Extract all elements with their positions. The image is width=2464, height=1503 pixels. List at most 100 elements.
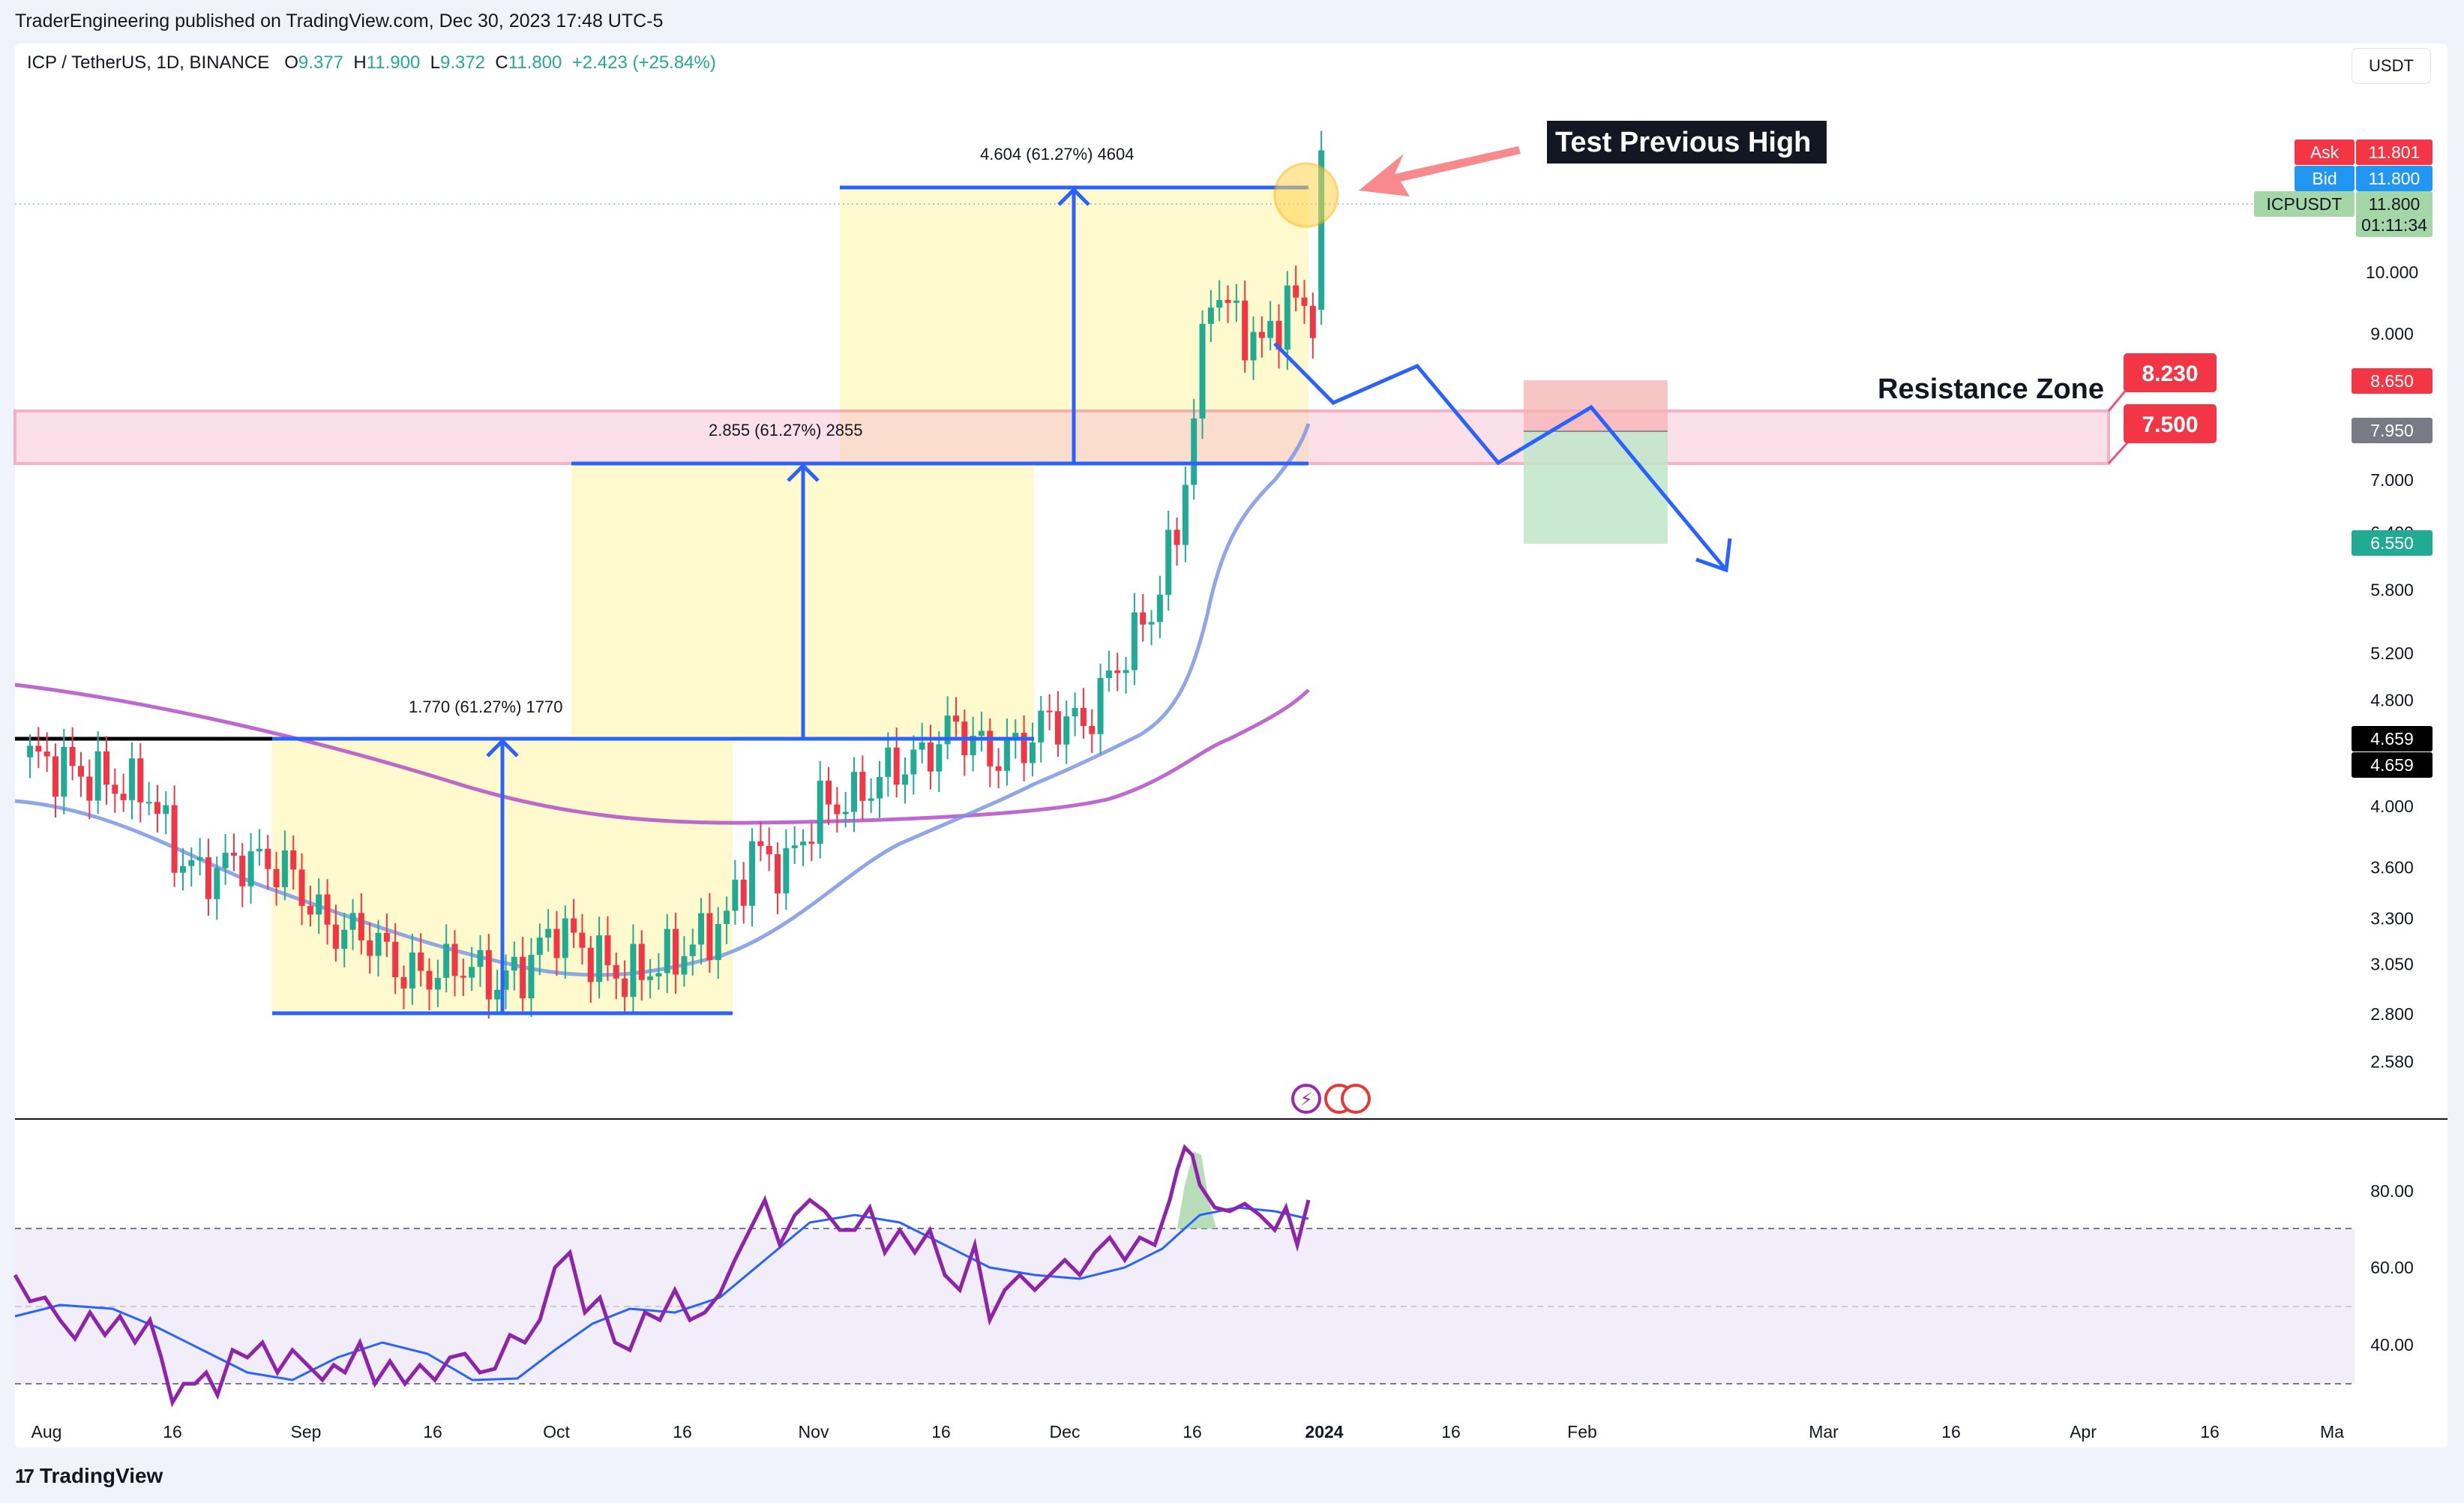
time-tick-label: Dec [1050,1422,1081,1442]
candle-body [757,841,764,846]
measure-1-label: 1.770 (61.27%) 1770 [409,698,563,716]
candle-body [1191,418,1198,485]
stop-loss-box [1524,380,1668,431]
candle-body [587,947,594,982]
candle-body [171,805,178,873]
ask-value-bg [2356,140,2433,165]
rsi-scale[interactable]: 80.00 60.00 40.00 [2370,1181,2414,1354]
time-tick-label: 16 [1941,1422,1961,1442]
candle-body [732,879,739,911]
candle-body [987,730,994,766]
price-tick-label: 4.000 [2370,796,2414,816]
candle-body [163,805,169,814]
candle-body [1207,308,1214,324]
candle-body [740,879,747,906]
candle-body [383,932,390,942]
candle-body [536,938,543,956]
candle-body [995,766,1002,771]
price-tick-label: 5.200 [2370,644,2414,663]
candle-body [800,842,807,846]
zone-top-badge [2124,353,2217,392]
time-tick-label: Mar [1809,1422,1839,1442]
candle-body [128,758,135,800]
candle-body [791,845,798,848]
candle-body [885,747,892,777]
us-flag-event-icon-2[interactable] [1341,1084,1371,1114]
previous-high-circle [1273,162,1339,228]
candle-body [834,804,841,814]
candle-body [1063,716,1070,745]
zone-bottom-badge [2124,404,2217,443]
time-tick-label: Aug [31,1422,62,1442]
candlestick-series [27,130,1325,1019]
candle-body [205,857,211,899]
candle-body [1114,670,1121,674]
time-tick-label: 16 [1441,1422,1461,1442]
candle-body [596,935,603,982]
candle-body [307,905,313,915]
candle-body [1097,678,1104,734]
candle-body [52,756,58,797]
price-tick-label: 7.000 [2370,470,2414,490]
candle-body [332,924,339,950]
target-price: 6.550 [2370,533,2414,553]
zone-bottom-value: 7.500 [2142,412,2198,437]
candle-body [1301,297,1308,306]
candle-body [859,772,866,801]
candle-body [434,977,441,990]
rsi-ma-line [14,1206,1309,1382]
candle-body [1131,612,1138,670]
candle-body [469,967,475,978]
footer-branding[interactable]: 17 TradingView [15,1464,163,1488]
candle-body [579,932,586,948]
candle-body [978,730,985,736]
symbol-title[interactable]: ICP / TetherUS, 1D, BINANCE [27,52,270,73]
candle-body [94,751,101,801]
measure-3-arrowhead [1057,187,1090,206]
candle-body [494,989,501,1000]
ema-fast-line [14,423,1311,977]
candle-body [1242,300,1248,361]
candle-body [324,894,331,925]
candle-body [724,910,730,924]
lightning-event-icon[interactable] [1291,1084,1321,1114]
candle-body [43,751,50,757]
ask-label: Ask [2310,142,2340,162]
price-scale[interactable]: 11.00010.0009.0007.0006.4005.8005.2004.8… [2254,140,2433,1072]
tradingview-logo-icon: 17 [15,1464,34,1487]
candle-body [409,952,415,988]
time-axis[interactable]: Aug 16 Sep 16 Oct 16 Nov 16 Dec 16 2024 16 Feb Mar 16 A… [31,1422,2345,1442]
candle-body [749,841,756,906]
candle-body [1225,300,1231,303]
stop-price: 8.650 [2370,371,2414,391]
candle-body [1080,707,1087,727]
candle-body [1089,726,1096,734]
candle-body [808,842,815,844]
price-tick-label: 10.000 [2366,262,2418,282]
currency-button[interactable]: USDT [2352,48,2431,84]
candle-body [214,868,220,899]
candle-body [664,928,670,974]
change-value: +2.423 (+25.84%) [571,52,716,73]
low-value: 9.372 [440,52,486,73]
zone-top-value: 8.230 [2142,362,2198,386]
candle-body [27,746,33,758]
candle-body [477,950,484,968]
candle-body [290,850,297,870]
candle-body [1140,612,1147,625]
measure-2-label: 2.855 (61.27%) 2855 [709,421,863,440]
footer-brand-text: TradingView [39,1464,163,1487]
candle-body [1309,305,1316,338]
candle-body [1003,738,1010,771]
candle-body [528,955,535,999]
time-tick-label: Nov [799,1422,829,1442]
bid-label: Bid [2312,169,2337,188]
price-tick-label: 3.600 [2370,858,2414,878]
line-price-1-bg [2352,726,2433,752]
high-label: H [353,52,367,73]
candle-body [604,935,611,965]
low-label: L [430,52,440,73]
candle-body [783,848,790,894]
